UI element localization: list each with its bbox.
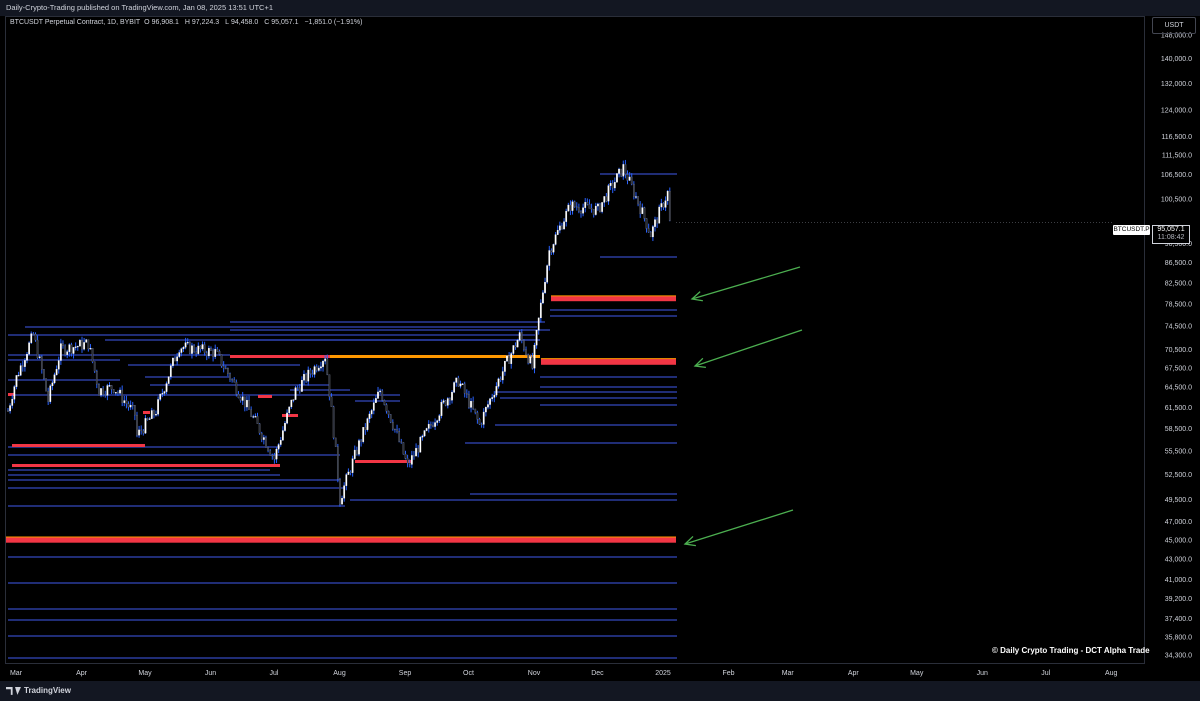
time-tick-label: Jul xyxy=(1041,670,1050,677)
time-tick-label: May xyxy=(910,670,924,677)
time-axis-ticks: Mar Apr May Jun Jul Aug Sep Oct Nov Dec 2025 Feb Mar… xyxy=(10,670,1118,677)
price-tick-label: 78,500.0 xyxy=(1165,301,1192,308)
time-tick-label: 2025 xyxy=(655,670,671,677)
tv-logo-icon-dot xyxy=(15,686,21,695)
price-axis-ticks: 148,000.0140,000.0132,000.0124,000.0116,… xyxy=(1161,33,1192,660)
time-tick-label: Jun xyxy=(977,670,988,677)
price-tick-label: 74,500.0 xyxy=(1165,324,1192,331)
time-tick-label: Mar xyxy=(782,670,795,677)
time-tick-label: Apr xyxy=(848,670,860,677)
price-tick-label: 132,000.0 xyxy=(1161,81,1192,88)
price-tick-label: 106,500.0 xyxy=(1161,172,1192,179)
price-tick-label: 52,500.0 xyxy=(1165,472,1192,479)
price-tick-label: 111,500.0 xyxy=(1162,153,1192,160)
price-tick-label: 43,000.0 xyxy=(1165,557,1192,564)
time-tick-label: Apr xyxy=(76,670,88,677)
time-tick-label: Nov xyxy=(528,670,541,677)
price-tick-label: 124,000.0 xyxy=(1161,108,1192,115)
price-tick-label: 37,400.0 xyxy=(1165,616,1192,623)
legend-open: O 96,908.1 xyxy=(144,19,179,26)
price-tick-label: 70,500.0 xyxy=(1165,347,1192,354)
price-tick-label: 47,000.0 xyxy=(1165,519,1192,526)
time-tick-label: Feb xyxy=(723,670,735,677)
legend-close: C 95,057.1 xyxy=(264,19,299,26)
price-tick-label: 67,500.0 xyxy=(1165,365,1192,372)
publisher-text: Daily-Crypto-Trading published on Tradin… xyxy=(6,3,274,12)
price-tick-label: 140,000.0 xyxy=(1161,56,1192,63)
legend-change: −1,851.0 (−1.91%) xyxy=(304,19,363,26)
bar-countdown: 11:08:42 xyxy=(1157,234,1185,241)
watermark: © Daily Crypto Trading - DCT Alpha Trade xyxy=(992,646,1150,655)
legend-symbol: BTCUSDT Perpetual Contract, 1D, BYBIT xyxy=(10,19,141,26)
price-tick-label: 45,000.0 xyxy=(1165,537,1192,544)
tradingview-logo[interactable]: TradingView xyxy=(6,686,71,695)
symbol-price-tag: BTCUSDT.P xyxy=(1113,225,1150,235)
price-tick-label: 116,500.0 xyxy=(1161,134,1192,141)
legend-low: L 94,458.0 xyxy=(225,19,259,26)
tv-brand-text: TradingView xyxy=(24,686,71,695)
price-tick-label: 49,500.0 xyxy=(1165,497,1192,504)
time-tick-label: Dec xyxy=(591,670,604,677)
time-tick-label: Jun xyxy=(205,670,216,677)
time-tick-label: Oct xyxy=(463,670,474,677)
price-tick-label: 41,000.0 xyxy=(1165,577,1192,584)
time-tick-label: Jul xyxy=(269,670,278,677)
currency-button[interactable]: USDT xyxy=(1152,17,1196,34)
footer-bar xyxy=(0,681,1200,701)
price-tick-label: 34,300.0 xyxy=(1165,653,1192,660)
time-tick-label: Mar xyxy=(10,670,23,677)
time-tick-label: Aug xyxy=(333,670,346,677)
legend-high: H 97,224.3 xyxy=(184,19,220,26)
time-tick-label: May xyxy=(138,670,152,677)
last-price-tag: 95,057.1 11:08:42 xyxy=(1152,225,1190,244)
time-tick-label: Sep xyxy=(399,670,412,677)
price-tick-label: 82,500.0 xyxy=(1165,280,1192,287)
price-tick-label: 35,800.0 xyxy=(1165,634,1192,641)
price-tick-label: 55,500.0 xyxy=(1165,448,1192,455)
publish-header: Daily-Crypto-Trading published on Tradin… xyxy=(0,0,1200,16)
chart-pane[interactable] xyxy=(5,16,1145,664)
price-tick-label: 64,500.0 xyxy=(1165,385,1192,392)
price-tick-label: 39,200.0 xyxy=(1165,596,1192,603)
price-tick-label: 100,500.0 xyxy=(1161,197,1192,204)
price-tick-label: 61,500.0 xyxy=(1165,405,1192,412)
last-price: 95,057.1 xyxy=(1157,226,1185,233)
price-tick-label: 58,500.0 xyxy=(1165,426,1192,433)
price-tick-label: 86,500.0 xyxy=(1165,260,1192,267)
time-tick-label: Aug xyxy=(1105,670,1118,677)
